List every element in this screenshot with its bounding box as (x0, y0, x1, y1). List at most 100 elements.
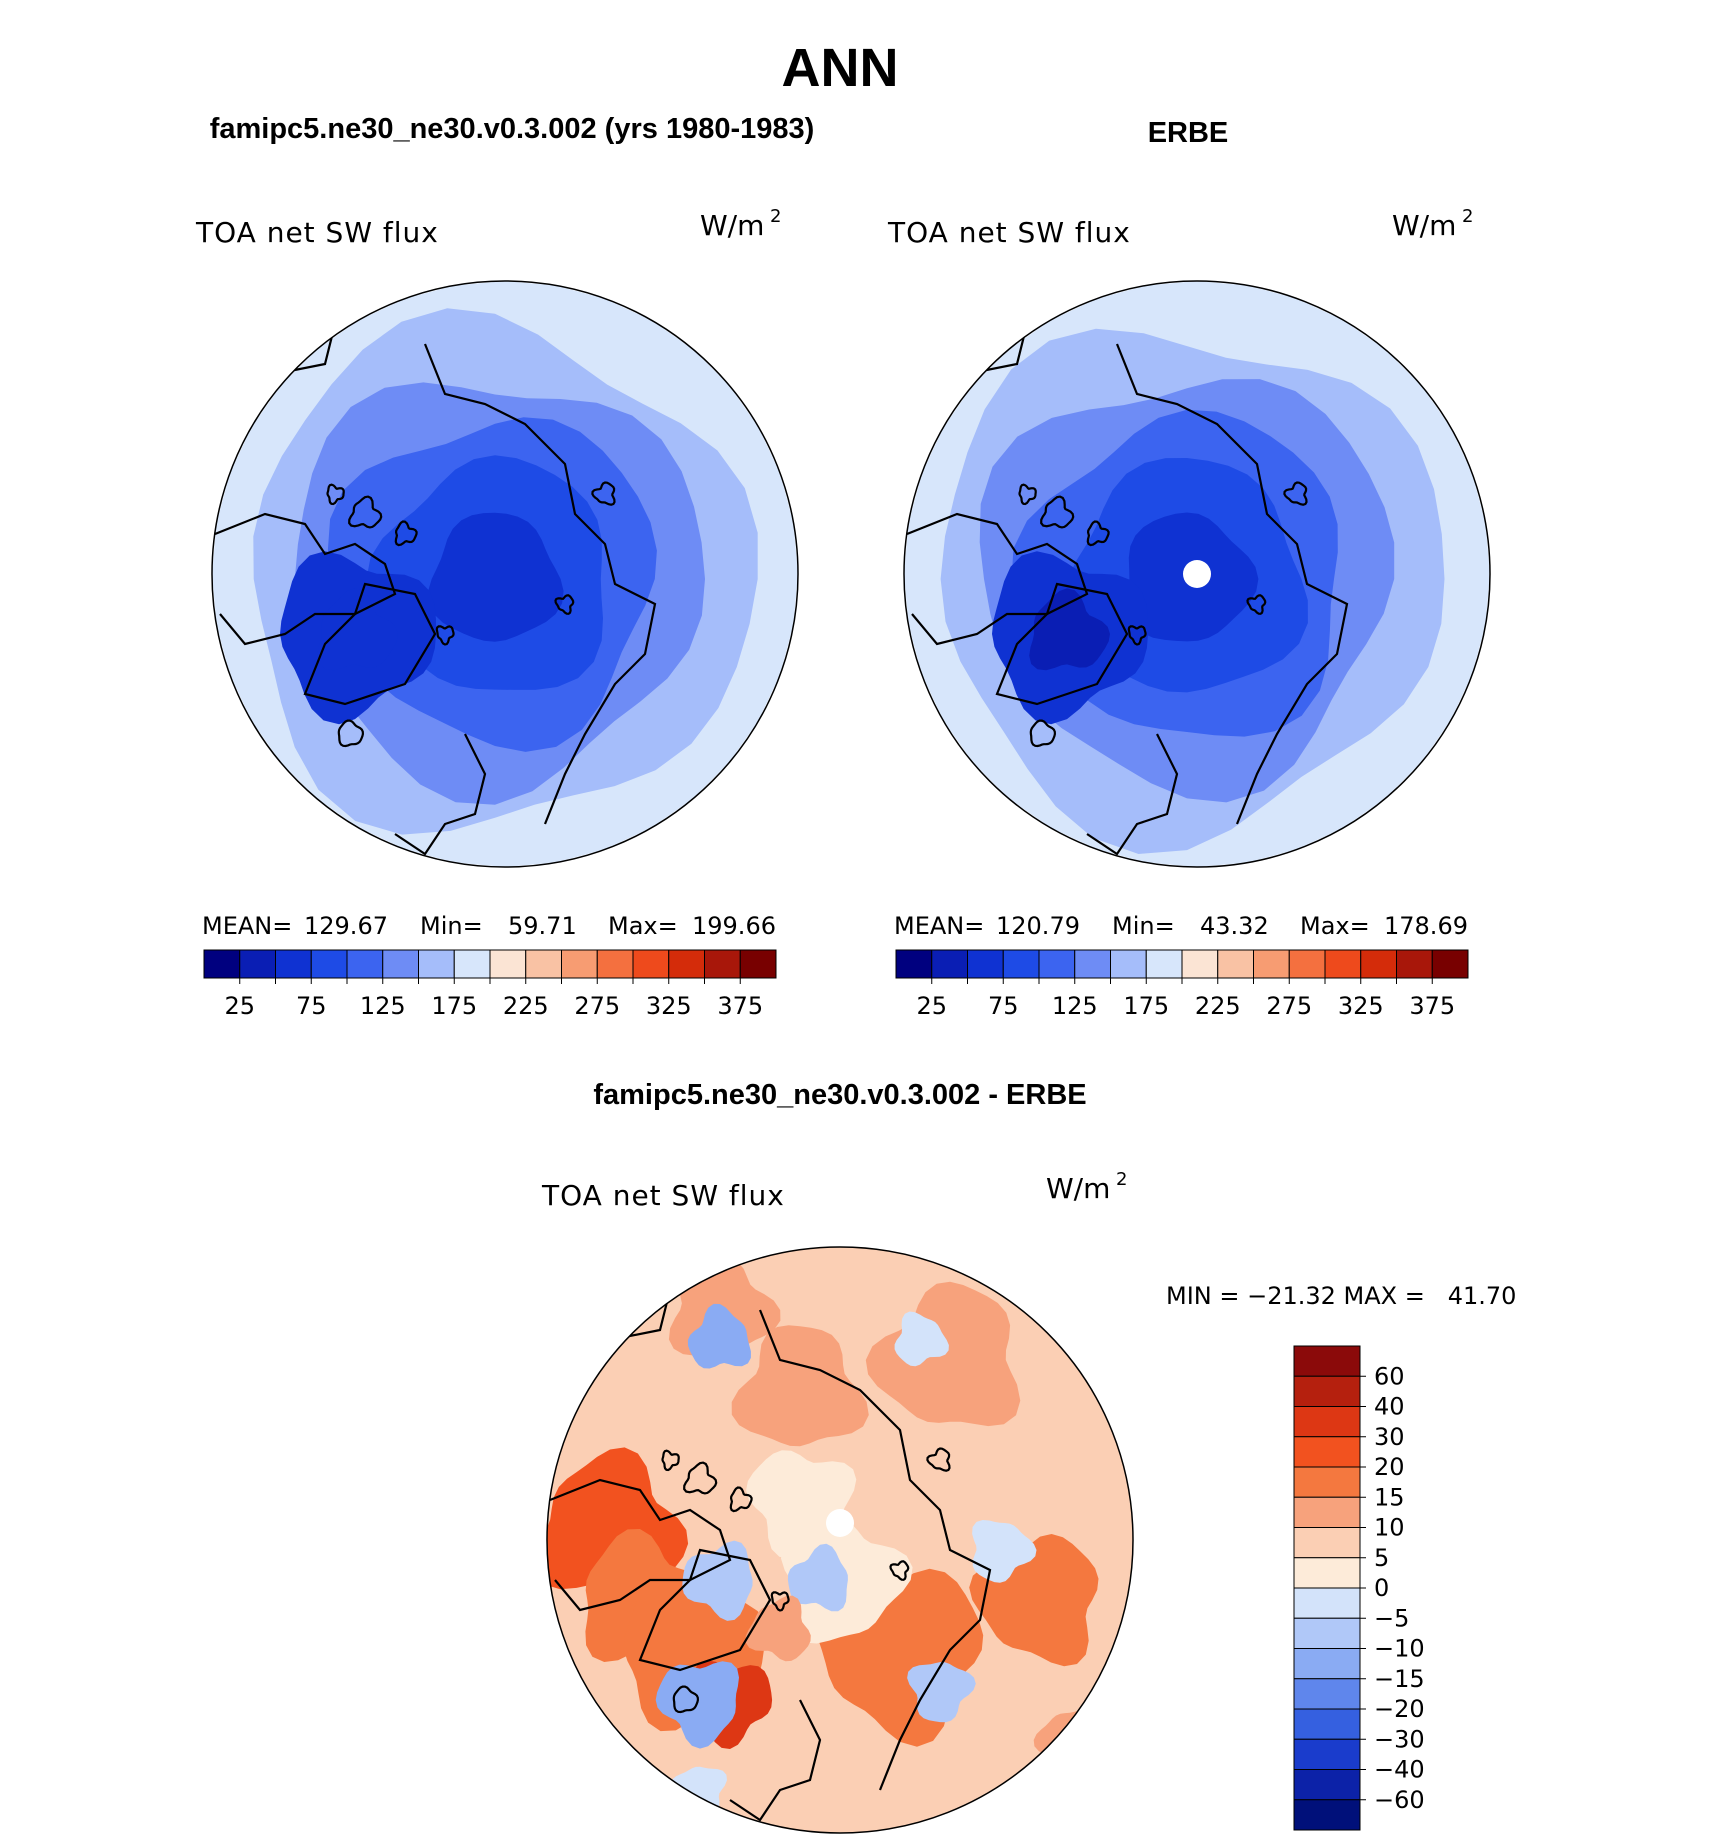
panel-2-colorbar: 25 75 125 175 225 275 325 375 (895, 949, 1469, 1020)
colorbar-swatch (1293, 1406, 1361, 1438)
coastline (549, 1478, 732, 1612)
contour-band (894, 1311, 949, 1367)
diff-variable: TOA net SW flux (541, 1179, 785, 1212)
panel-1-colorbar: 25 75 125 175 225 275 325 375 (203, 949, 777, 1020)
coastline (672, 1685, 700, 1714)
coastline (1086, 733, 1179, 856)
coastline (435, 625, 455, 646)
colorbar-swatch (704, 949, 741, 979)
colorbar-swatch (489, 949, 527, 979)
coastline (926, 1447, 951, 1472)
colorbar-tick-label: 5 (1374, 1544, 1389, 1572)
diff-minmax: MIN = −21.32 MAX = 41.70 (1166, 1282, 1516, 1310)
coastline (638, 1548, 772, 1672)
panel-2-map (904, 281, 1490, 867)
panel-2-mean-value: 120.79 (996, 912, 1080, 940)
colorbar-tick-label: 325 (646, 992, 692, 1020)
panel-2-max-value: 178.69 (1384, 912, 1468, 940)
colorbar-tick-label: 20 (1374, 1453, 1405, 1481)
panel-1-min-value: 59.71 (508, 912, 577, 940)
contour-band (972, 1520, 1037, 1583)
diff-panel-title: famipc5.ne30_ne30.v0.3.002 - ERBE (593, 1079, 1086, 1111)
coastline (394, 733, 487, 856)
panel-1-max-value: 199.66 (692, 912, 776, 940)
panel-2-units: W/m (1392, 209, 1456, 242)
colorbar-swatch (203, 949, 241, 979)
panel-2-variable: TOA net SW flux (887, 216, 1131, 249)
colorbar-swatch (1360, 949, 1397, 979)
colorbar-swatch (453, 949, 491, 979)
pole-hole (1183, 560, 1211, 588)
colorbar-tick-label: 15 (1374, 1483, 1405, 1511)
colorbar-tick-label: 60 (1374, 1362, 1405, 1390)
colorbar-tick-label: −30 (1374, 1725, 1425, 1753)
panel-1-max-label: Max= (608, 912, 678, 940)
coastline (1029, 719, 1057, 748)
coastline (889, 1560, 910, 1581)
contour-band (731, 1325, 869, 1447)
panel-1-mean-label: MEAN= (202, 912, 292, 940)
colorbar-swatch (1293, 1345, 1361, 1377)
coastline (906, 512, 1089, 646)
colorbar-swatch (1396, 949, 1433, 979)
colorbar-swatch (525, 949, 562, 979)
coastline (1040, 495, 1075, 529)
coastline (729, 1486, 753, 1513)
coastline (554, 594, 575, 615)
colorbar-swatch (310, 949, 348, 979)
colorbar-swatch (1324, 949, 1362, 979)
colorbar-swatch (596, 949, 634, 979)
colorbar-tick-label: −20 (1374, 1695, 1425, 1723)
panel-1-units: W/m (700, 209, 764, 242)
colorbar-tick-label: 10 (1374, 1514, 1405, 1542)
colorbar-swatch (561, 949, 598, 979)
coastline (423, 343, 657, 825)
colorbar-tick-label: 75 (988, 992, 1019, 1020)
colorbar-swatch (1110, 949, 1147, 979)
colorbar-swatch (346, 949, 384, 979)
coastline (770, 1591, 790, 1612)
colorbar-tick-label: −40 (1374, 1756, 1425, 1784)
colorbar-swatch (239, 949, 276, 979)
coastline (1018, 483, 1037, 506)
colorbar-swatch (1038, 949, 1076, 979)
coastline (1086, 520, 1110, 547)
colorbar-tick-label: −10 (1374, 1635, 1425, 1663)
colorbar-swatch (1288, 949, 1326, 979)
coastline (348, 495, 383, 529)
colorbar-tick-label: 225 (1195, 992, 1241, 1020)
colorbar-tick-label: 40 (1374, 1393, 1405, 1421)
colorbar-tick-label: 75 (296, 992, 327, 1020)
diff-map (547, 1247, 1133, 1833)
colorbar-swatch (1293, 1496, 1361, 1528)
colorbar-swatch (1217, 949, 1254, 979)
colorbar-tick-label: 275 (574, 992, 620, 1020)
coastline (729, 1699, 822, 1822)
panel-1-units-sup: 2 (770, 206, 781, 227)
colorbar-swatch (1431, 949, 1469, 979)
coastline (1283, 481, 1308, 506)
colorbar-swatch (1293, 1617, 1361, 1649)
colorbar-tick-label: −5 (1374, 1604, 1409, 1632)
coastline (995, 582, 1129, 706)
colorbar-swatch (1293, 1738, 1361, 1770)
colorbar-swatch (1293, 1648, 1361, 1680)
colorbar-tick-label: −60 (1374, 1786, 1425, 1814)
colorbar-tick-label: 25 (224, 992, 255, 1020)
colorbar-swatch (1293, 1527, 1361, 1559)
colorbar-tick-label: 25 (916, 992, 947, 1020)
coastline (758, 1309, 992, 1791)
colorbar-swatch (632, 949, 670, 979)
panel-2-mean-label: MEAN= (894, 912, 984, 940)
colorbar-swatch (931, 949, 968, 979)
main-title: ANN (782, 38, 899, 98)
panel-2-title: ERBE (1148, 117, 1229, 149)
colorbar-swatch (382, 949, 419, 979)
contour-band (428, 512, 564, 642)
colorbar-swatch (895, 949, 933, 979)
colorbar-swatch (1293, 1708, 1361, 1740)
colorbar-swatch (1293, 1466, 1361, 1498)
coastline (591, 481, 616, 506)
colorbar-tick-label: 375 (717, 992, 763, 1020)
